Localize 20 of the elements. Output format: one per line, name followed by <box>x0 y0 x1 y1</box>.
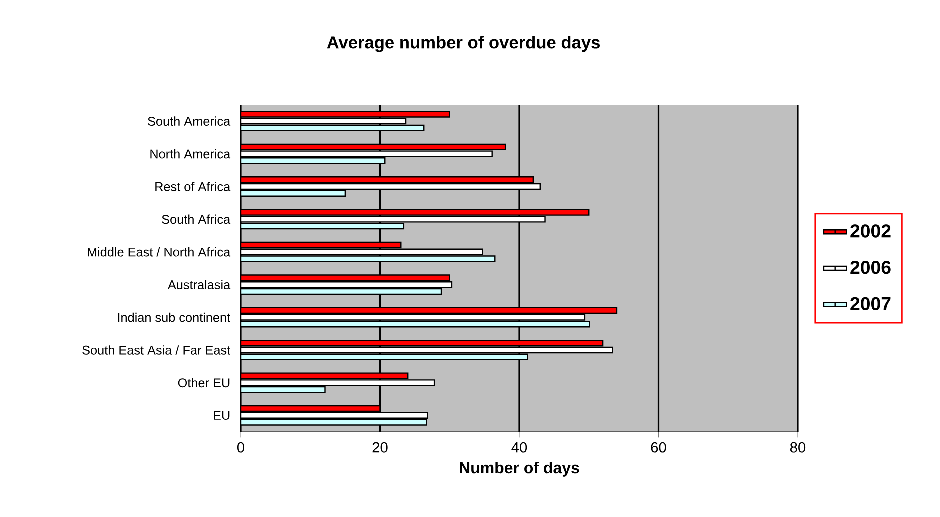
y-tick-label: South East Asia / Far East <box>82 346 231 355</box>
legend-label: 2006 <box>850 260 891 274</box>
y-tick-label: EU <box>214 411 230 420</box>
y-tick-label: Middle East / North Africa <box>88 247 231 257</box>
x-tick-label: 0 <box>237 442 244 453</box>
y-tick-label: Rest of Africa <box>156 182 231 192</box>
x-axis-title: Number of days <box>460 462 580 477</box>
y-tick-label: Indian sub continent <box>118 312 230 322</box>
y-tick-label: Other EU <box>178 378 230 388</box>
legend-label: 2007 <box>850 297 891 311</box>
y-tick-label: Australasia <box>168 280 231 290</box>
chart-title: Average number of overdue days <box>327 36 600 52</box>
y-tick-label: South America <box>148 116 231 126</box>
legend-label: 2002 <box>850 224 891 238</box>
x-tick-label: 60 <box>651 442 666 453</box>
x-tick-label: 20 <box>372 442 388 453</box>
y-tick-label: North America <box>150 149 231 159</box>
y-tick-label: South Africa <box>162 214 231 224</box>
x-tick-label: 80 <box>790 442 806 453</box>
x-tick-label: 40 <box>512 442 528 453</box>
